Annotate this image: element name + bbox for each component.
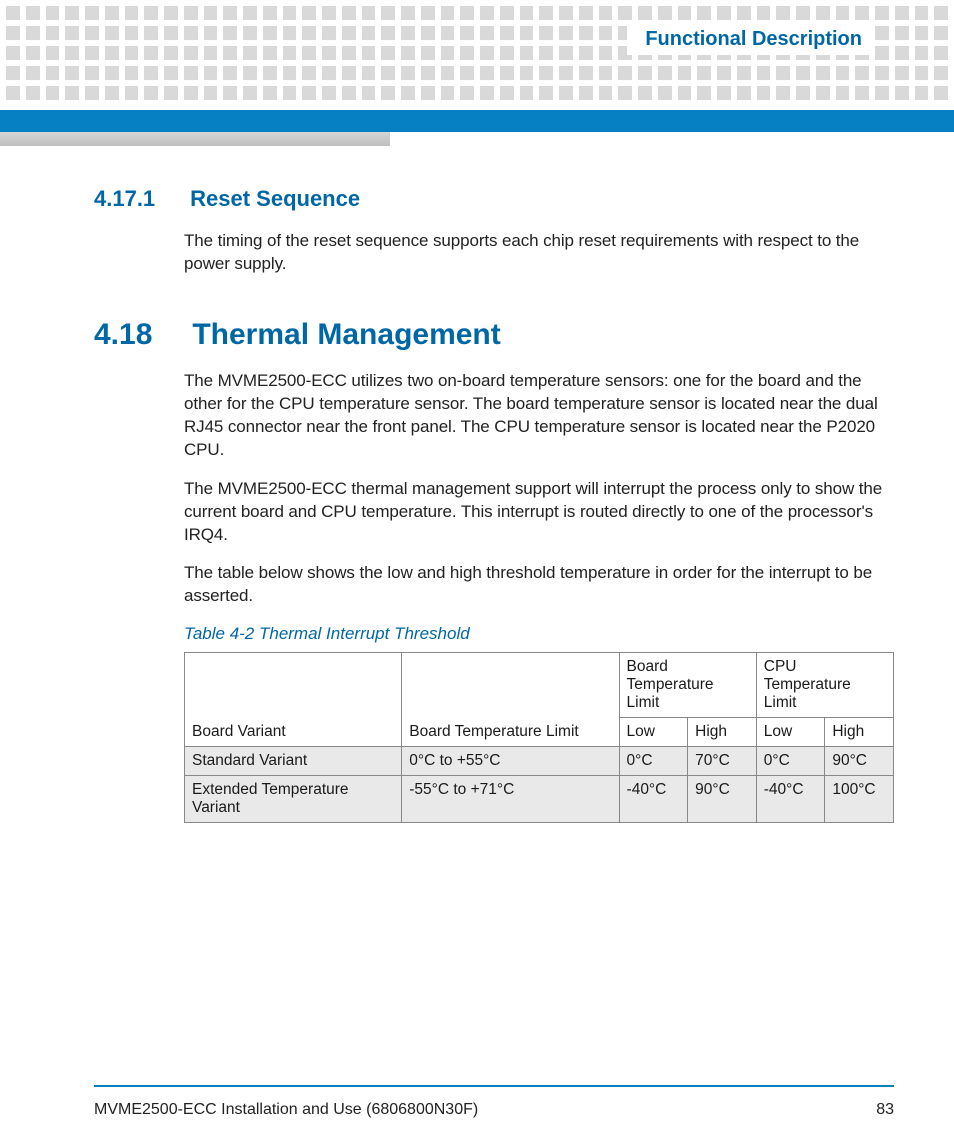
table-header-cell: Board Temperature Limit (402, 653, 619, 747)
table-header-cell: High (688, 718, 757, 747)
header-gray-bar (0, 132, 390, 146)
table-header-cell: High (825, 718, 894, 747)
body-paragraph: The MVME2500-ECC utilizes two on-board t… (184, 370, 894, 462)
table-header-cell: Low (619, 718, 688, 747)
section-4-17-1-heading: 4.17.1 Reset Sequence (94, 186, 894, 212)
table-cell: -40°C (756, 776, 825, 823)
table-header-cell: Board Variant (185, 653, 402, 747)
table-cell: 70°C (688, 747, 757, 776)
table-cell: -40°C (619, 776, 688, 823)
table-header-cell: CPU Temperature Limit (756, 653, 893, 718)
section-title: Thermal Management (192, 318, 500, 352)
chapter-title: Functional Description (627, 24, 872, 55)
table-cell: 90°C (688, 776, 757, 823)
table-cell: 0°C to +55°C (402, 747, 619, 776)
page-content: 4.17.1 Reset Sequence The timing of the … (94, 186, 894, 823)
table-cell: 90°C (825, 747, 894, 776)
header-blue-bar (0, 110, 954, 132)
table-cell: Standard Variant (185, 747, 402, 776)
section-number: 4.17.1 (94, 186, 184, 212)
thermal-interrupt-table: Board Variant Board Temperature Limit Bo… (184, 652, 894, 823)
section-number: 4.18 (94, 318, 184, 352)
table-cell: 0°C (756, 747, 825, 776)
table-header-row: Board Variant Board Temperature Limit Bo… (185, 653, 894, 718)
table-row: Extended Temperature Variant -55°C to +7… (185, 776, 894, 823)
table-row: Standard Variant 0°C to +55°C 0°C 70°C 0… (185, 747, 894, 776)
table-cell: -55°C to +71°C (402, 776, 619, 823)
table-cell: Extended Temperature Variant (185, 776, 402, 823)
footer-page-number: 83 (876, 1101, 894, 1119)
table-header-cell: Board Temperature Limit (619, 653, 756, 718)
footer-rule (94, 1085, 894, 1087)
section-title: Reset Sequence (190, 186, 360, 212)
page-footer: MVME2500-ECC Installation and Use (68068… (94, 1101, 894, 1119)
table-cell: 0°C (619, 747, 688, 776)
table-caption: Table 4-2 Thermal Interrupt Threshold (184, 624, 894, 644)
body-paragraph: The table below shows the low and high t… (184, 562, 894, 608)
section-4-18-heading: 4.18 Thermal Management (94, 318, 894, 352)
table-cell: 100°C (825, 776, 894, 823)
body-paragraph: The timing of the reset sequence support… (184, 230, 894, 276)
footer-doc-title: MVME2500-ECC Installation and Use (68068… (94, 1101, 478, 1119)
table-header-cell: Low (756, 718, 825, 747)
body-paragraph: The MVME2500-ECC thermal management supp… (184, 478, 894, 547)
